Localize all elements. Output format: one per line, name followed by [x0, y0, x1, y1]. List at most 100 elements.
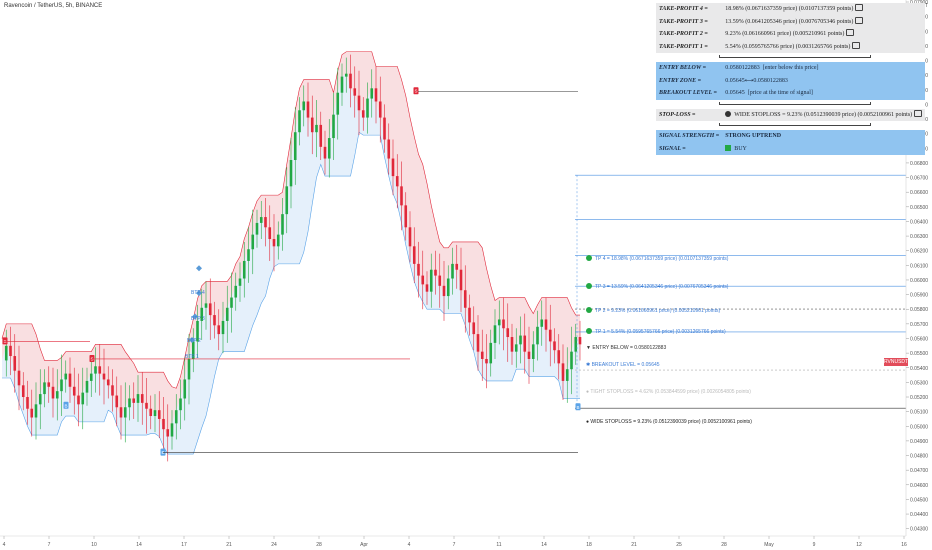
chat-icon[interactable] [855, 4, 864, 11]
candle-body [4, 345, 8, 361]
candle-body [544, 319, 548, 330]
candle-body [493, 325, 497, 343]
candle-body [472, 322, 476, 335]
y-tick-label: 0.04400 [910, 512, 928, 518]
tp2-row: TAKE-PROFIT 2 = 9.23% (0.061660961 price… [656, 28, 926, 41]
candle-body [383, 117, 386, 140]
signal-label: SIGNAL = [656, 142, 723, 155]
candle-body [417, 263, 420, 276]
candle-body [344, 73, 348, 77]
candle-body [451, 263, 454, 279]
candle-body [9, 345, 12, 357]
y-tick-label: 0.04600 [910, 483, 928, 489]
candle-body [89, 373, 93, 381]
breakout-value: 0.05645 [price at the time of signal] [722, 87, 926, 100]
candle-body [191, 341, 195, 359]
strength-value: STRONG UPTREND [722, 130, 926, 143]
candle-body [438, 275, 442, 286]
btp-diamond [196, 265, 202, 272]
candle-body [72, 386, 76, 396]
candle-body [502, 319, 505, 329]
chat-icon[interactable] [914, 109, 923, 117]
chat-icon[interactable] [852, 41, 861, 49]
x-tick-label: May [764, 542, 774, 548]
x-tick-label: 14 [541, 542, 547, 548]
y-tick-label: 0.05300 [910, 380, 928, 386]
candle-body [30, 408, 34, 418]
tp3-row: TAKE-PROFIT 3 = 13.59% (0.0641205346 pri… [656, 15, 926, 28]
candle-body [204, 303, 208, 308]
candle-body [497, 319, 501, 326]
signal-marker [160, 448, 166, 456]
candle-body [506, 328, 510, 338]
candle-body [336, 92, 340, 115]
candle-body [162, 418, 165, 430]
candle-body [412, 246, 416, 264]
candle-body [200, 307, 204, 321]
btp2-marker: BTP 2 [187, 338, 201, 344]
y-tick-label: 0.05700 [910, 322, 928, 328]
candle-body [132, 398, 136, 403]
candle-body [480, 351, 484, 359]
chat-icon[interactable] [855, 16, 864, 24]
candle-body [565, 369, 569, 381]
candle-body [166, 429, 170, 437]
tp3-row-label: TAKE-PROFIT 3 = [656, 15, 723, 28]
y-tick-label: 0.06100 [910, 263, 928, 269]
candle-body [561, 363, 565, 381]
candle-body [272, 239, 276, 247]
x-tick-label: 28 [721, 542, 727, 548]
candle-body [17, 370, 21, 386]
candle-body [404, 205, 408, 228]
candle-body [429, 269, 433, 292]
btp-diamond [189, 336, 195, 343]
separator-row [656, 99, 926, 109]
tp2-row-label: TAKE-PROFIT 2 = [656, 28, 723, 41]
tp4-row-label: TAKE-PROFIT 4 = [656, 3, 723, 16]
candle-body [391, 158, 395, 177]
candle-body [323, 146, 327, 159]
candle-body [357, 95, 361, 111]
y-tick-label: 0.06300 [910, 234, 928, 240]
y-tick-label: 0.05100 [910, 410, 928, 416]
x-tick-label: 7 [453, 542, 456, 548]
tp1-row-value: 5.54% (0.0595765766 price) (0.0031265766… [722, 40, 926, 53]
candle-body [170, 423, 174, 437]
resistance-band-fill [2, 51, 580, 437]
x-tick-label: 25 [676, 542, 682, 548]
btp-diamond [196, 290, 202, 297]
candle-body [315, 124, 318, 133]
candle-body [400, 186, 403, 206]
candle-body [140, 394, 144, 403]
chat-icon[interactable] [846, 29, 855, 36]
candle-body [230, 297, 233, 308]
x-tick-label: 17 [181, 542, 187, 548]
tp2-label: TP 2 = 9.23% (0.061660961 price) (0.0052… [586, 307, 720, 314]
signal-panel: TAKE-PROFIT 4 = 18.98% (0.0671637359 pri… [656, 3, 926, 155]
tp1-row: TAKE-PROFIT 1 = 5.54% (0.0595765766 pric… [656, 40, 926, 53]
y-tick-label: 0.06400 [910, 219, 928, 225]
candle-body [51, 386, 55, 399]
tp3-row-value: 13.59% (0.0641205346 price) (0.007670534… [722, 15, 926, 28]
candle-body [111, 385, 114, 396]
candle-body [548, 329, 552, 342]
candle-body [514, 344, 518, 352]
candle-body [81, 392, 85, 405]
btp-diamond [192, 313, 198, 320]
x-tick-label: Apr [360, 542, 368, 548]
candle-body [60, 379, 63, 392]
candle-body [446, 278, 450, 297]
x-tick-label: 4 [408, 542, 411, 548]
x-tick-label: 7 [48, 542, 51, 548]
candle-body [98, 366, 102, 374]
candle-body [425, 284, 429, 292]
candle-body [264, 217, 267, 228]
candle-body [183, 379, 187, 399]
candle-body [319, 124, 323, 147]
signal-marker-label: B [576, 405, 579, 410]
entry-zone-row: ENTRY ZONE = 0.05645⟷0.0580122883 [656, 74, 926, 87]
candle-body [289, 160, 293, 187]
tp4-row: TAKE-PROFIT 4 = 18.98% (0.0671637359 pri… [656, 3, 926, 16]
candle-body [47, 382, 51, 387]
